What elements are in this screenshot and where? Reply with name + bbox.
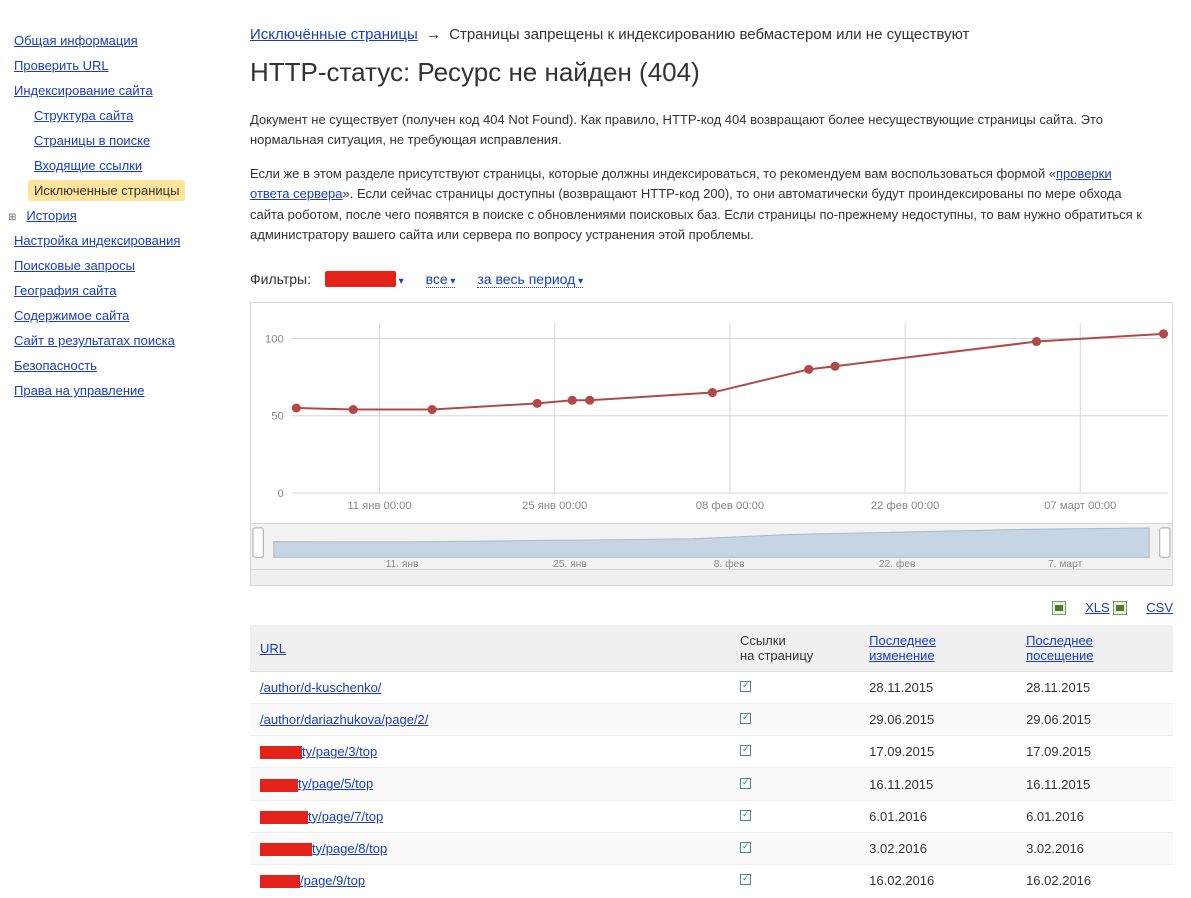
chart-scrollbar[interactable]: [251, 569, 1172, 585]
check-icon[interactable]: [740, 745, 751, 756]
url-link[interactable]: /author/d-kuschenko/: [260, 680, 381, 695]
svg-text:25 янв 00:00: 25 янв 00:00: [522, 500, 587, 512]
cell-visited: 17.09.2015: [1016, 736, 1173, 768]
col-visited[interactable]: Последнее посещение: [1026, 633, 1093, 663]
sidebar-item-1[interactable]: Проверить URL: [8, 55, 115, 76]
table-row: ty/page/7/top 6.01.20166.01.2016: [250, 800, 1173, 832]
breadcrumb-sep: →: [422, 26, 445, 43]
csv-icon: [1113, 601, 1127, 615]
cell-changed: 17.09.2015: [859, 736, 1016, 768]
svg-text:50: 50: [271, 411, 284, 423]
sidebar-item-14[interactable]: Права на управление: [8, 380, 151, 401]
svg-text:8. фев: 8. фев: [714, 558, 745, 569]
check-icon[interactable]: [740, 713, 751, 724]
check-icon[interactable]: [740, 810, 751, 821]
sidebar-item-12[interactable]: Сайт в результатах поиска: [8, 330, 181, 351]
svg-text:100: 100: [265, 333, 284, 345]
cell-visited: 29.06.2015: [1016, 704, 1173, 736]
check-icon[interactable]: [740, 681, 751, 692]
xls-icon: [1052, 601, 1066, 615]
breadcrumb-text: Страницы запрещены к индексированию вебм…: [449, 26, 969, 43]
table-row: /author/d-kuschenko/28.11.201528.11.2015: [250, 672, 1173, 704]
breadcrumb: Исключённые страницы → Страницы запрещен…: [250, 26, 1173, 43]
table-row: ty/page/3/top 17.09.201517.09.2015: [250, 736, 1173, 768]
svg-text:22 фев 00:00: 22 фев 00:00: [871, 500, 939, 512]
description-2: Если же в этом разделе присутствуют стра…: [250, 164, 1150, 245]
desc2-pre: Если же в этом разделе присутствуют стра…: [250, 166, 1056, 181]
table-row: ty/page/5/top 16.11.201516.11.2015: [250, 768, 1173, 800]
svg-text:25. янв: 25. янв: [553, 559, 587, 569]
url-link[interactable]: /page/9/top: [300, 873, 365, 888]
cell-visited: 16.11.2015: [1016, 768, 1173, 800]
sidebar-item-11[interactable]: Содержимое сайта: [8, 305, 135, 326]
col-url[interactable]: URL: [260, 641, 286, 656]
filter-1[interactable]: xxxxx: [325, 271, 404, 287]
url-link[interactable]: ty/page/7/top: [308, 809, 383, 824]
cell-changed: 28.11.2015: [859, 672, 1016, 704]
svg-text:11. янв: 11. янв: [386, 559, 419, 569]
cell-changed: 16.11.2015: [859, 768, 1016, 800]
chart-main[interactable]: 0 50 100 11 янв 00:00 25 янв 00:00 08 фев 00:…: [251, 303, 1172, 523]
breadcrumb-link[interactable]: Исключённые страницы: [250, 26, 418, 43]
url-link[interactable]: /author/dariazhukova/page/2/: [260, 712, 428, 727]
cell-visited: 3.02.2016: [1016, 832, 1173, 864]
sidebar-item-10[interactable]: География сайта: [8, 280, 122, 301]
chart-overview[interactable]: 11. янв 25. янв 8. фев 22. фев 7. март: [251, 523, 1172, 569]
url-link[interactable]: ty/page/8/top: [312, 841, 387, 856]
svg-text:11 янв 00:00: 11 янв 00:00: [347, 500, 411, 512]
svg-text:08 фев 00:00: 08 фев 00:00: [696, 500, 764, 512]
export-csv[interactable]: CSV: [1146, 600, 1173, 615]
svg-text:7. март: 7. март: [1048, 559, 1083, 569]
col-changed[interactable]: Последнее изменение: [869, 633, 936, 663]
filter-3[interactable]: за весь период: [477, 271, 583, 288]
sidebar-item-4[interactable]: Страницы в поиске: [28, 130, 156, 151]
cell-changed: 3.02.2016: [859, 832, 1016, 864]
col-links: Ссылки на страницу: [730, 625, 859, 672]
filter-2[interactable]: все: [426, 271, 456, 288]
check-icon[interactable]: [740, 842, 751, 853]
sidebar-item-5[interactable]: Входящие ссылки: [28, 155, 148, 176]
sidebar-item-2[interactable]: Индексирование сайта: [8, 80, 159, 101]
desc2-post: ». Если сейчас страницы доступны (возвра…: [250, 186, 1142, 241]
description-1: Документ не существует (получен код 404 …: [250, 110, 1150, 150]
sidebar: Общая информация Проверить URL Индексирова…: [0, 0, 220, 896]
cell-changed: 29.06.2015: [859, 704, 1016, 736]
sidebar-item-3[interactable]: Структура сайта: [28, 105, 139, 126]
main-content: Исключённые страницы → Страницы запрещен…: [220, 0, 1191, 896]
cell-changed: 16.02.2016: [859, 864, 1016, 896]
sidebar-item-13[interactable]: Безопасность: [8, 355, 103, 376]
svg-text:07 март 00:00: 07 март 00:00: [1044, 500, 1116, 512]
export-bar: XLS CSV: [250, 600, 1173, 616]
sidebar-item-0[interactable]: Общая информация: [8, 30, 144, 51]
chart-container: 0 50 100 11 янв 00:00 25 янв 00:00 08 фев 00:…: [250, 302, 1173, 586]
filters-label: Фильтры:: [250, 271, 311, 287]
svg-text:0: 0: [277, 488, 283, 500]
cell-changed: 6.01.2016: [859, 800, 1016, 832]
export-xls[interactable]: XLS: [1085, 600, 1110, 615]
cell-visited: 28.11.2015: [1016, 672, 1173, 704]
check-icon[interactable]: [740, 874, 751, 885]
page-title: HTTP-статус: Ресурс не найден (404): [250, 57, 1173, 88]
svg-text:22. фев: 22. фев: [879, 558, 916, 569]
table-row: /page/9/top 16.02.201616.02.2016: [250, 864, 1173, 896]
url-link[interactable]: ty/page/3/top: [302, 744, 377, 759]
url-link[interactable]: ty/page/5/top: [298, 776, 373, 791]
filters-bar: Фильтры: xxxxx все за весь период: [250, 271, 1173, 288]
url-table: URL Ссылки на страницу Последнее изменен…: [250, 625, 1173, 895]
cell-visited: 6.01.2016: [1016, 800, 1173, 832]
check-icon[interactable]: [740, 778, 751, 789]
sidebar-item-6[interactable]: Исключенные страницы: [28, 180, 185, 201]
cell-visited: 16.02.2016: [1016, 864, 1173, 896]
table-row: /author/dariazhukova/page/2/29.06.201529…: [250, 704, 1173, 736]
sidebar-item-9[interactable]: Поисковые запросы: [8, 255, 141, 276]
sidebar-item-8[interactable]: Настройка индексирования: [8, 230, 186, 251]
table-row: ty/page/8/top 3.02.20163.02.2016: [250, 832, 1173, 864]
sidebar-item-7[interactable]: История: [20, 205, 82, 226]
